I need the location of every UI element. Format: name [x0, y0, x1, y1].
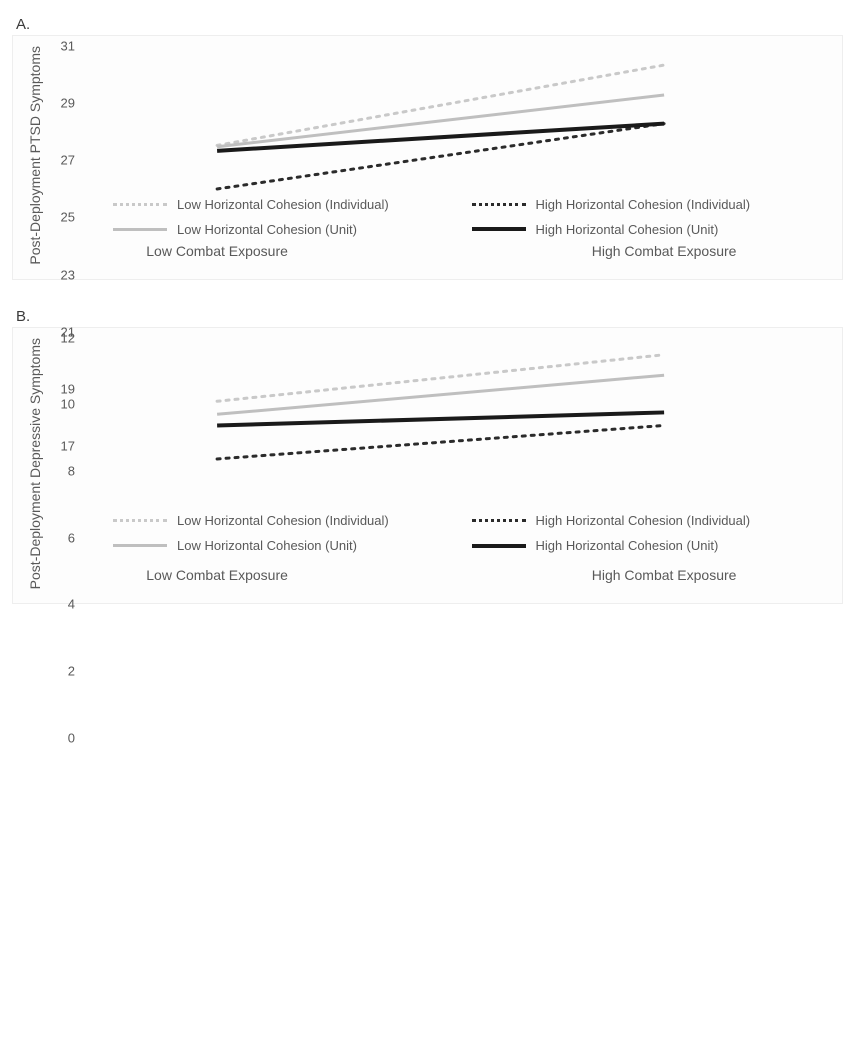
xcat-label: Low Combat Exposure — [146, 567, 288, 583]
series-line-high_indiv — [217, 124, 664, 189]
legend-item-low_indiv: Low Horizontal Cohesion (Individual) — [113, 513, 462, 528]
chart-b: Post-Deployment Depressive Symptoms 0246… — [12, 327, 843, 604]
series-line-low_indiv — [217, 65, 664, 145]
ytick-label: 25 — [61, 210, 83, 225]
legend-item-low_unit: Low Horizontal Cohesion (Unit) — [113, 538, 462, 553]
legend-item-high_unit: High Horizontal Cohesion (Unit) — [472, 222, 821, 237]
legend-item-high_indiv: High Horizontal Cohesion (Individual) — [472, 513, 821, 528]
panel-b-label: B. — [16, 308, 843, 325]
legend-swatch — [113, 203, 167, 206]
legend-swatch — [113, 228, 167, 231]
legend-swatch — [472, 227, 526, 231]
xcat-label: High Combat Exposure — [592, 243, 737, 259]
chart-a-plot-area: 1719212325272931Low Combat ExposureHigh … — [83, 46, 828, 237]
legend-swatch — [472, 544, 526, 548]
ytick-label: 12 — [61, 330, 83, 345]
ytick-label: 31 — [61, 39, 83, 54]
series-line-high_unit — [217, 124, 664, 151]
chart-b-ylabel: Post-Deployment Depressive Symptoms — [23, 338, 47, 589]
chart-b-plot-area: 024681012Low Combat ExposureHigh Combat … — [83, 338, 828, 561]
legend-label: Low Horizontal Cohesion (Individual) — [177, 513, 389, 528]
legend-item-low_indiv: Low Horizontal Cohesion (Individual) — [113, 197, 462, 212]
ytick-label: 17 — [61, 439, 83, 454]
series-line-high_indiv — [217, 425, 664, 458]
legend-item-high_unit: High Horizontal Cohesion (Unit) — [472, 538, 821, 553]
legend-label: High Horizontal Cohesion (Unit) — [536, 538, 719, 553]
legend-label: High Horizontal Cohesion (Individual) — [536, 513, 751, 528]
ytick-label: 19 — [61, 381, 83, 396]
ytick-label: 27 — [61, 153, 83, 168]
legend-item-low_unit: Low Horizontal Cohesion (Unit) — [113, 222, 462, 237]
series-line-high_unit — [217, 412, 664, 425]
ytick-label: 0 — [68, 730, 83, 745]
ytick-label: 8 — [68, 463, 83, 478]
xcat-label: Low Combat Exposure — [146, 243, 288, 259]
ytick-label: 10 — [61, 397, 83, 412]
ytick-label: 29 — [61, 96, 83, 111]
panel-a-label: A. — [16, 16, 843, 33]
chart-legend: Low Horizontal Cohesion (Individual) High… — [83, 507, 828, 559]
legend-item-high_indiv: High Horizontal Cohesion (Individual) — [472, 197, 821, 212]
ytick-label: 4 — [68, 597, 83, 612]
legend-label: High Horizontal Cohesion (Unit) — [536, 222, 719, 237]
chart-legend: Low Horizontal Cohesion (Individual) High… — [83, 191, 828, 243]
ytick-label: 6 — [68, 530, 83, 545]
chart-a-ylabel: Post-Deployment PTSD Symptoms — [23, 46, 47, 265]
legend-swatch — [113, 544, 167, 547]
chart-a: Post-Deployment PTSD Symptoms 1719212325… — [12, 35, 843, 280]
legend-label: Low Horizontal Cohesion (Individual) — [177, 197, 389, 212]
legend-swatch — [113, 519, 167, 522]
ytick-label: 23 — [61, 267, 83, 282]
legend-label: High Horizontal Cohesion (Individual) — [536, 197, 751, 212]
xcat-label: High Combat Exposure — [592, 567, 737, 583]
ytick-label: 2 — [68, 663, 83, 678]
legend-label: Low Horizontal Cohesion (Unit) — [177, 538, 357, 553]
legend-swatch — [472, 519, 526, 522]
legend-swatch — [472, 203, 526, 206]
legend-label: Low Horizontal Cohesion (Unit) — [177, 222, 357, 237]
